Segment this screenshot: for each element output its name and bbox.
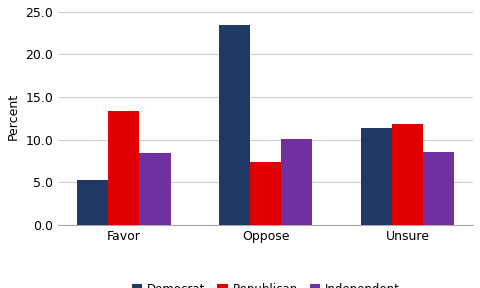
Bar (250, 162, 281, 225)
Bar (108, 111, 140, 225)
Y-axis label: Percent: Percent (7, 92, 20, 140)
Legend: Democrat, Republican, Independent: Democrat, Republican, Independent (127, 278, 405, 288)
Bar (392, 124, 423, 225)
Bar (77, 180, 108, 225)
Bar (423, 152, 454, 225)
Bar (360, 128, 392, 225)
Bar (219, 24, 250, 225)
Bar (140, 153, 171, 225)
Bar (281, 139, 312, 225)
